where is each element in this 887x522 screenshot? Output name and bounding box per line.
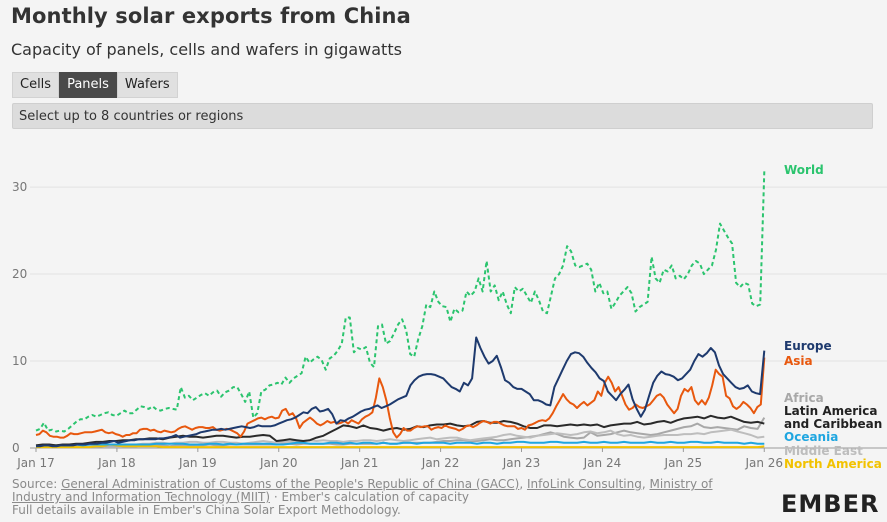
x-tick-label: Jan 17: [16, 456, 55, 470]
x-tick-label: Jan 18: [97, 456, 136, 470]
series-label: World: [784, 163, 824, 177]
x-tick-label: Jan 25: [664, 456, 703, 470]
source-suffix: · Ember's calculation of capacity: [270, 490, 470, 504]
page-title: Monthly solar exports from China: [11, 4, 411, 28]
series-label: and Caribbean: [784, 417, 882, 431]
x-tick-label: Jan 19: [178, 456, 217, 470]
series-line-europe: [36, 336, 766, 448]
methodology-note: Full details available in Ember's China …: [12, 503, 401, 517]
tab-wafers[interactable]: Wafers: [116, 72, 178, 98]
series-line-north-america: [36, 443, 765, 449]
y-tick-label: 20: [12, 267, 27, 281]
source-sep: ,: [641, 477, 650, 491]
series-label: Middle East: [784, 444, 863, 458]
x-tick-label: Jan 23: [502, 456, 541, 470]
series-label: Europe: [784, 339, 832, 353]
source-link-infolink[interactable]: InfoLink Consulting: [526, 477, 642, 491]
x-tick-label: Jan 22: [421, 456, 460, 470]
series-line-world: [35, 171, 766, 433]
x-tick-label: Jan 24: [583, 456, 622, 470]
y-tick-label: 10: [12, 354, 27, 368]
source-note: Source: General Administration of Custom…: [12, 478, 752, 517]
series-label: North America: [784, 457, 882, 471]
line-chart: 0 10 20 30 Jan 17 Jan 18 Jan 19 Jan 20 Jan 21 Jan…: [12, 163, 887, 471]
page-subtitle: Capacity of panels, cells and wafers in …: [11, 40, 402, 59]
series-label: Latin America: [784, 404, 878, 418]
tab-panels[interactable]: Panels: [59, 72, 117, 98]
series-label: Asia: [784, 354, 813, 368]
x-tick-label: Jan 20: [259, 456, 298, 470]
x-tick-label: Jan 26: [744, 456, 783, 470]
series-line-asia: [35, 357, 766, 439]
source-prefix: Source:: [12, 477, 62, 491]
source-link-gacc[interactable]: General Administration of Customs of the…: [61, 477, 520, 491]
tab-cells[interactable]: Cells: [12, 72, 60, 98]
source-link-miit[interactable]: Ministry of Industry and Information Tec…: [12, 477, 713, 504]
series-label: Africa: [784, 391, 824, 405]
y-tick-label: 0: [12, 441, 20, 455]
series-label: Oceania: [784, 430, 838, 444]
metric-tabs: Cells Panels Wafers: [12, 72, 178, 98]
ember-logo: EMBER: [781, 490, 880, 518]
region-select[interactable]: Select up to 8 countries or regions: [12, 103, 873, 129]
y-tick-label: 30: [12, 180, 27, 194]
series-line-oceania: [35, 440, 765, 448]
source-sep: ,: [519, 477, 527, 491]
x-tick-label: Jan 21: [340, 456, 379, 470]
